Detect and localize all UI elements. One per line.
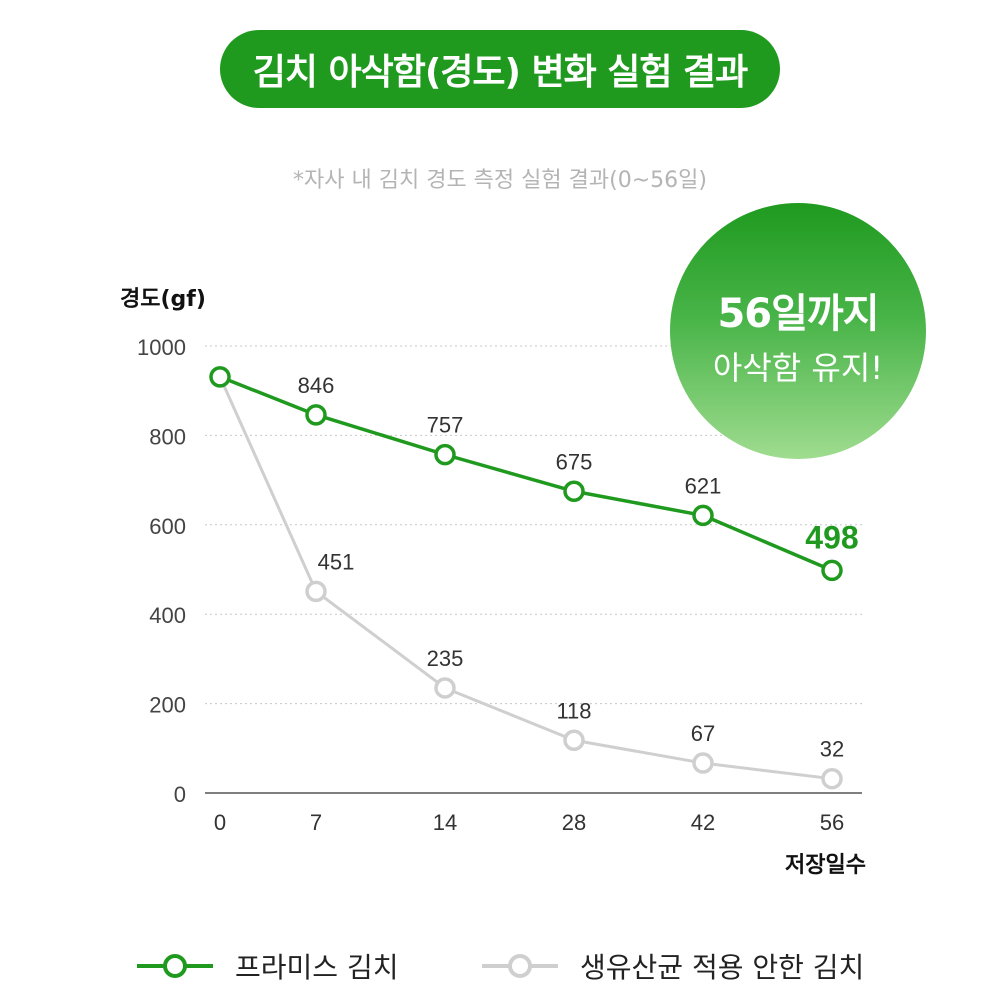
- data-label: 67: [691, 721, 715, 746]
- y-tick-label: 1000: [137, 335, 186, 360]
- data-point: [305, 404, 327, 426]
- data-label: 451: [318, 549, 355, 574]
- data-point: [209, 366, 231, 388]
- data-label: 235: [427, 646, 464, 671]
- y-tick-label: 200: [149, 693, 186, 718]
- x-tick-label: 28: [562, 810, 586, 835]
- data-label: 498: [805, 519, 858, 555]
- data-point: [563, 480, 585, 503]
- data-label: 675: [556, 449, 593, 474]
- chart-subtitle: *자사 내 김치 경도 측정 실험 결과(0~56일): [293, 168, 707, 193]
- y-tick-label: 800: [149, 424, 186, 449]
- legend-green-marker-icon: [137, 954, 213, 978]
- data-label: 118: [556, 698, 591, 723]
- title-banner: 김치 아삭함(경도) 변화 실험 결과: [220, 30, 780, 108]
- page-title: 김치 아삭함(경도) 변화 실험 결과: [252, 52, 749, 93]
- x-tick-label: 42: [691, 810, 715, 835]
- highlight-badge: 56일까지 아삭함 유지!: [670, 203, 926, 459]
- data-point: [821, 767, 843, 790]
- x-tick-label: 7: [310, 810, 322, 835]
- y-axis-title: 경도(gf): [120, 287, 206, 312]
- x-tick-label: 0: [214, 810, 226, 835]
- badge-line-2: 아삭함 유지!: [712, 349, 884, 387]
- x-tick-label: 56: [820, 810, 844, 835]
- series-line-0: [219, 375, 833, 573]
- data-label: 757: [427, 413, 464, 438]
- legend-label-gray: 생유산균 적용 안한 김치: [580, 951, 865, 984]
- legend-gray-marker-icon: [482, 954, 558, 978]
- y-tick-label: 400: [149, 603, 186, 628]
- data-point: [692, 752, 714, 774]
- legend-item-green: 프라미스 김치: [135, 944, 398, 988]
- data-label: 846: [298, 373, 335, 398]
- data-label: 32: [820, 737, 844, 762]
- x-tick-label: 14: [433, 810, 457, 835]
- data-label: 621: [685, 473, 722, 498]
- y-tick-label: 600: [149, 514, 186, 539]
- data-point: [692, 504, 714, 527]
- x-axis-title: 저장일수: [785, 853, 866, 878]
- y-tick-label: 0: [174, 782, 186, 807]
- legend-label-green: 프라미스 김치: [235, 951, 399, 984]
- data-point: [305, 580, 327, 603]
- data-point: [434, 443, 456, 466]
- series-line-1: [218, 376, 833, 781]
- data-point: [821, 559, 843, 582]
- data-point: [434, 677, 456, 699]
- data-point: [563, 729, 585, 752]
- legend-item-gray: 생유산균 적용 안한 김치: [480, 944, 864, 988]
- badge-line-1: 56일까지: [717, 291, 879, 337]
